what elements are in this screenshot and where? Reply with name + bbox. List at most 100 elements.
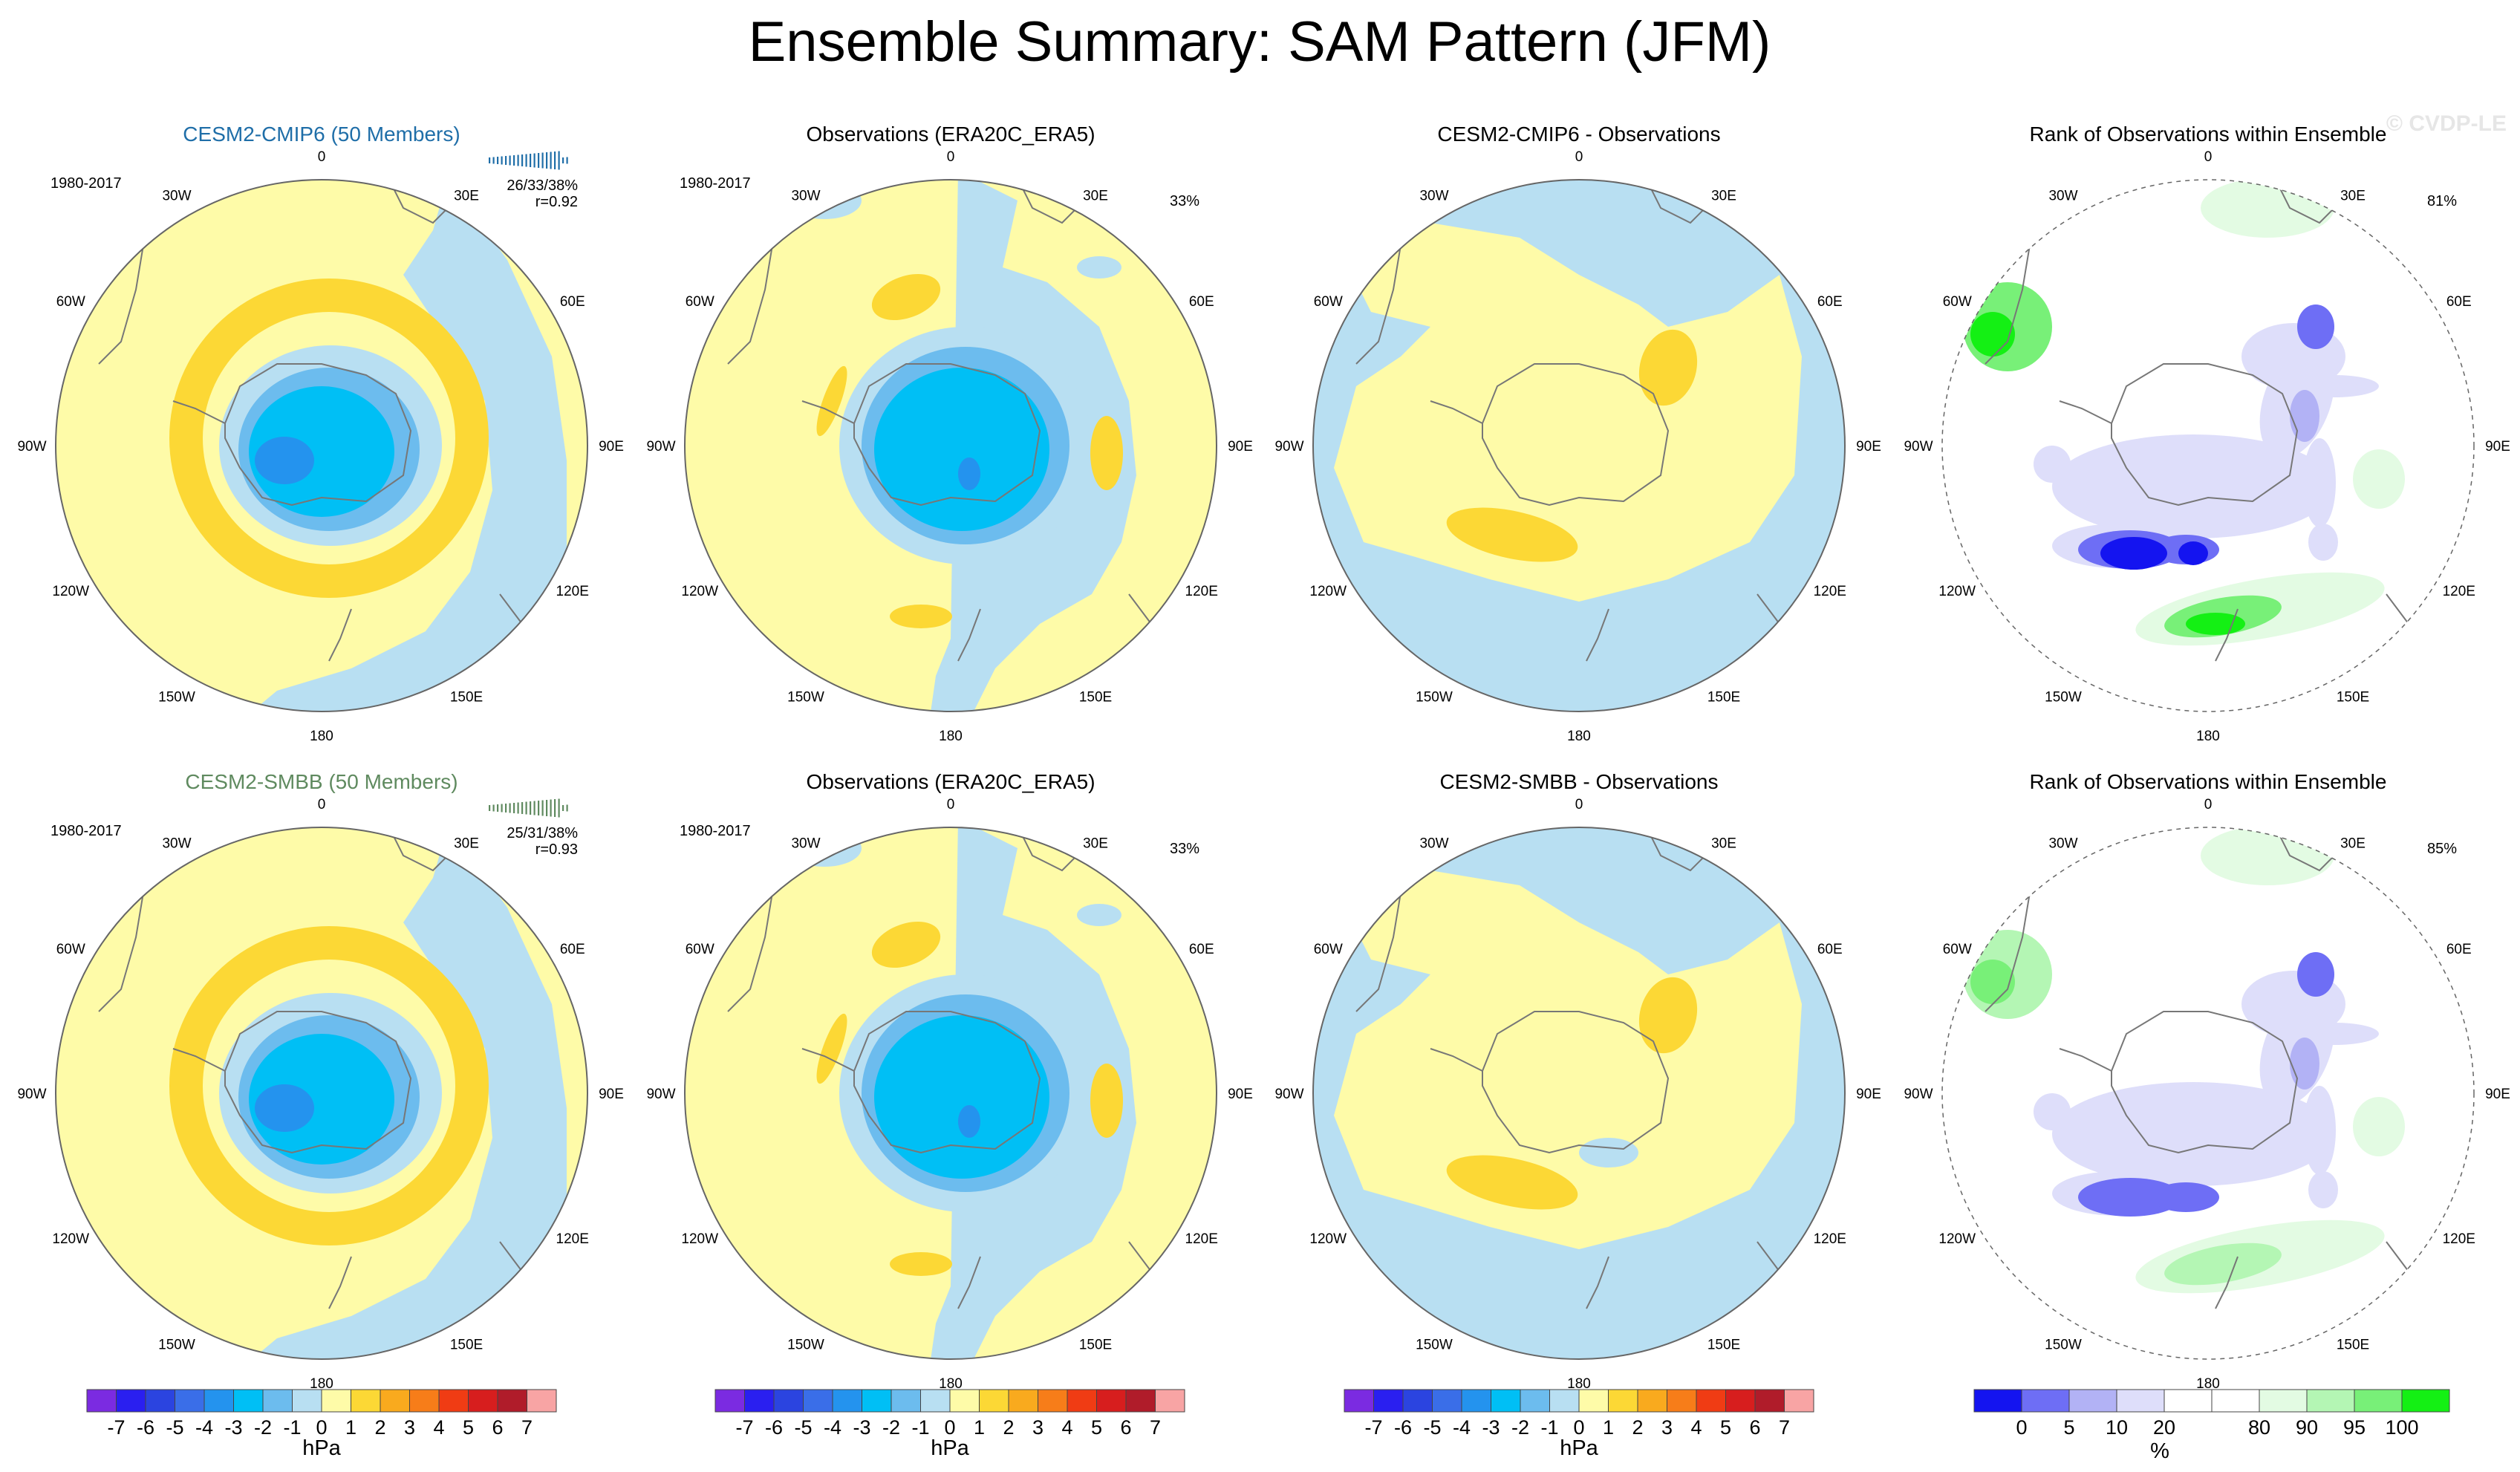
contour-minus-4 — [255, 1084, 314, 1132]
rank-blue-2 — [2290, 1038, 2319, 1090]
colorbar-swatch — [1096, 1389, 1127, 1413]
contour-minus-4 — [958, 1105, 980, 1138]
colorbar-swatch — [2116, 1389, 2165, 1413]
rank-lavender-6 — [2308, 524, 2338, 561]
member-tick — [513, 803, 515, 813]
colorbar-tick: -5 — [1423, 1416, 1441, 1439]
map-border — [55, 827, 588, 1360]
lon-label: 60W — [1314, 294, 1343, 310]
lon-label: 150E — [1707, 1338, 1740, 1353]
colorbar-swatch — [86, 1389, 117, 1413]
rank-blue-3 — [2078, 1178, 2182, 1217]
colorbar-tick: 0 — [1573, 1416, 1584, 1439]
lon-label: 60E — [1189, 294, 1214, 310]
map-border — [1941, 827, 2475, 1360]
colorbar-swatch — [2306, 1389, 2355, 1413]
lon-label: 180 — [1567, 1376, 1591, 1392]
lon-label: 30W — [1419, 188, 1448, 203]
colorbar-swatch — [1402, 1389, 1433, 1413]
africa-coastline — [1017, 180, 1085, 224]
period-label: 1980-2017 — [680, 175, 751, 192]
colorbar-tick: -6 — [137, 1416, 154, 1439]
member-tick — [530, 801, 532, 815]
rank-lavender-5 — [2303, 438, 2336, 527]
rank-brightgreen-west — [1970, 960, 2015, 1004]
colorbar-unit: hPa — [302, 1436, 341, 1460]
lon-label: 30W — [791, 836, 820, 851]
lon-label: 90E — [599, 1087, 624, 1102]
lon-label: 150W — [2045, 690, 2082, 706]
lon-label: 60W — [1943, 942, 1972, 957]
figure-title: Ensemble Summary: SAM Pattern (JFM) — [749, 10, 1771, 74]
member-tick — [550, 152, 552, 169]
colorbar-tick: 7 — [521, 1416, 533, 1439]
map-border — [684, 827, 1217, 1360]
lon-label: 150W — [1416, 690, 1453, 706]
positive-spot-3 — [816, 1013, 847, 1084]
colorbar-tick: 7 — [1779, 1416, 1790, 1439]
colorbar-hpa-1: -7 -6 -5 -4 -3 -2 -1 0 1 2 3 4 5 6 7 hPa — [86, 1389, 557, 1460]
lon-label: 90E — [2485, 1087, 2510, 1102]
lon-label: 150W — [787, 690, 824, 706]
colorbar-tick: 3 — [404, 1416, 415, 1439]
positive-spot-3 — [816, 365, 847, 437]
new-zealand-coastline — [1586, 1256, 1609, 1309]
new-zealand-coastline — [328, 1256, 352, 1309]
lon-label: 90E — [1228, 439, 1253, 455]
rank-lavender-8 — [2034, 446, 2071, 483]
member-tick — [505, 156, 507, 165]
rank-palegreen-east — [2353, 1097, 2405, 1156]
period-label: 1980-2017 — [51, 823, 122, 839]
positive-spot-small — [1558, 1049, 1603, 1064]
colorbar-swatch — [949, 1389, 980, 1413]
panel-title: CESM2-CMIP6 - Observations — [1437, 123, 1720, 146]
member-tick — [501, 804, 503, 812]
colorbar-swatch — [1973, 1389, 2022, 1413]
positive-spot-4 — [890, 605, 952, 628]
colorbar-tick: -7 — [1364, 1416, 1382, 1439]
member-tick — [546, 152, 548, 169]
colorbar-swatch — [1549, 1389, 1580, 1413]
lon-label: 120E — [1814, 584, 1846, 599]
lon-label: 180 — [310, 1376, 333, 1392]
colorbar-tick: -7 — [735, 1416, 753, 1439]
colorbar-tick: 1 — [345, 1416, 356, 1439]
lon-label: 90W — [1274, 439, 1303, 455]
panel-p13: 0 30E 60E 90E 120E 150E 180 150W 120W 90W 60W 30W CE… — [1274, 123, 1881, 744]
rank-blue-4 — [2152, 1182, 2219, 1212]
lon-label: 60W — [1314, 942, 1343, 957]
colorbar-swatch — [233, 1389, 264, 1413]
lon-label: 30W — [2048, 836, 2077, 851]
colorbar-tick: 7 — [1150, 1416, 1161, 1439]
lon-label: 30E — [2340, 836, 2366, 851]
member-tick — [517, 154, 519, 166]
member-tick — [566, 804, 568, 812]
lon-label: 120W — [1938, 584, 1976, 599]
rank-lavender-6 — [2308, 1171, 2338, 1208]
colorbar-tick: -1 — [911, 1416, 929, 1439]
colorbar-swatch — [468, 1389, 498, 1413]
colorbar-swatch — [920, 1389, 951, 1413]
lon-label: 30E — [454, 836, 479, 851]
colorbar-tick: -2 — [254, 1416, 272, 1439]
rank-lavender-5 — [2303, 1086, 2336, 1175]
peninsula-coastline — [1430, 1048, 1483, 1072]
antarctica-coastline — [224, 1011, 412, 1154]
colorbar-swatch — [1432, 1389, 1462, 1413]
colorbar-tick: -5 — [166, 1416, 183, 1439]
lon-label: 150E — [1707, 690, 1740, 706]
colorbar-swatch — [1608, 1389, 1638, 1413]
colorbar-swatch — [1578, 1389, 1609, 1413]
colorbar-swatch — [145, 1389, 175, 1413]
colorbar-swatch — [2021, 1389, 2070, 1413]
lon-label: 120E — [2443, 584, 2475, 599]
antarctica-coastline — [224, 363, 412, 507]
africa-coastline — [388, 827, 456, 872]
colorbar-tick: 95 — [2343, 1416, 2366, 1439]
peninsula-coastline — [2059, 400, 2112, 424]
lon-label: 60E — [1189, 942, 1214, 957]
colorbar-tick: 5 — [463, 1416, 474, 1439]
colorbar-tick: -1 — [283, 1416, 301, 1439]
rank-brightgreen-west — [1970, 312, 2015, 356]
map-field — [685, 180, 1217, 711]
